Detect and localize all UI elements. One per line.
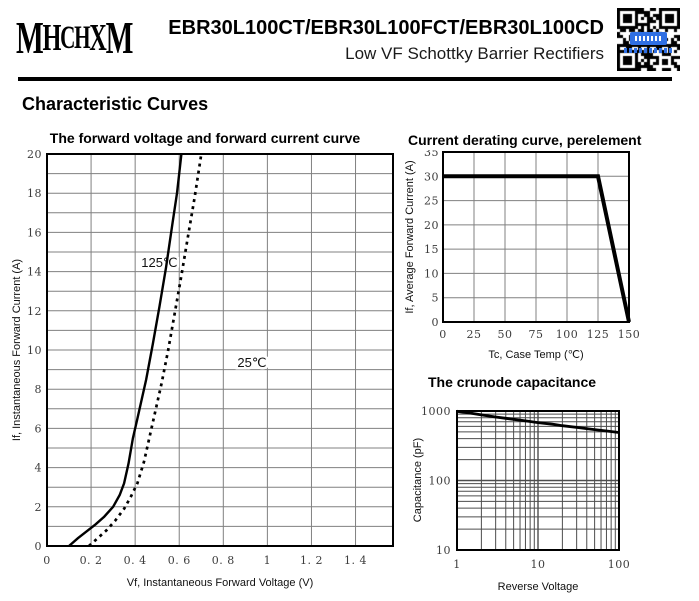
y-tick-label: 4 (35, 462, 43, 475)
y-axis-title: If, Average Forward Current (A) (404, 160, 416, 313)
y-tick-label: 12 (27, 305, 42, 318)
x-tick-label: 0. 6 (168, 554, 191, 567)
curve-label: 125℃ (141, 255, 177, 270)
doc-subtitle: Low VF Schottky Barrier Rectifiers (345, 44, 604, 63)
logo-letter: H (74, 19, 90, 56)
logo-letter: X (89, 17, 107, 59)
x-tick-label: 100 (556, 328, 579, 341)
series-capacitance (456, 409, 620, 434)
y-tick-label: 1000 (421, 405, 451, 418)
y-tick-label: 20 (424, 219, 439, 232)
fv-curve-chart: The forward voltage and forward current … (10, 128, 400, 598)
y-tick-label: 8 (35, 383, 43, 396)
qr-badge-marks (635, 36, 662, 41)
x-tick-label: 125 (587, 328, 610, 341)
y-tick-label: 6 (35, 422, 43, 435)
x-tick-label: 0 (439, 328, 447, 341)
y-tick-label: 16 (27, 226, 42, 239)
derating-plot: 0 25 50 75 100 125 150 0 5 10 15 20 25 30 35 Tc, Case T… (404, 150, 641, 361)
y-tick-label: 10 (436, 544, 451, 557)
x-tick-label: 0. 4 (124, 554, 147, 567)
x-tick-label: 150 (618, 328, 641, 341)
x-axis-title: Reverse Voltage (498, 581, 579, 593)
y-axis-title: If, Instantaneous Forward Current (A) (11, 259, 23, 441)
y-tick-label: 18 (27, 187, 42, 200)
plot-border (456, 410, 620, 551)
x-axis-title: Tc, Case Temp (℃) (488, 349, 583, 361)
logo-letter: C (60, 19, 75, 56)
y-tick-label: 10 (27, 344, 42, 357)
plot-border (46, 153, 394, 547)
qr-center-badge (630, 32, 667, 45)
y-tick-label: 100 (429, 475, 452, 488)
x-tick-label: 0 (43, 554, 51, 567)
y-tick-label: 14 (27, 266, 42, 279)
y-tick-label: 25 (424, 195, 439, 208)
y-tick-label: 35 (424, 150, 439, 159)
logo-letter: M (16, 12, 44, 63)
y-tick-label: 0 (35, 540, 43, 553)
y-tick-label: 10 (424, 267, 439, 280)
logo-letter: H (42, 17, 62, 59)
x-tick-label: 1. 2 (300, 554, 323, 567)
series-25℃ (88, 153, 203, 548)
y-tick-label: 2 (35, 501, 43, 514)
capacitance-chart: The crunode capacitance 1 10 100 10 100 1000 R… (403, 372, 699, 600)
doc-title: EBR30L100CT/EBR30L100FCT/EBR30L100CD (168, 17, 604, 39)
derating-chart: Current derating curve, perelement 0 25 50… (403, 130, 699, 370)
x-tick-label: 10 (531, 558, 546, 571)
x-tick-label: 75 (529, 328, 544, 341)
x-tick-label: 1 (453, 558, 461, 571)
fv-curve-plot: 125℃ 25℃ 0 0. 2 0. 4 0. 6 0. 8 1 1. 2 1. 4 0 2 4 6 8 10… (11, 148, 394, 589)
y-tick-label: 5 (432, 292, 440, 305)
x-tick-label: 0. 2 (80, 554, 103, 567)
y-tick-label: 30 (424, 170, 439, 183)
x-tick-label: 0. 8 (212, 554, 235, 567)
x-tick-label: 1 (264, 554, 272, 567)
y-tick-label: 15 (424, 243, 439, 256)
series-125℃ (68, 153, 183, 547)
y-axis-title: Capacitance (pF) (412, 438, 424, 522)
section-heading: Characteristic Curves (22, 94, 209, 114)
qr-caption-line (624, 48, 674, 53)
capacitance-title: The crunode capacitance (428, 374, 597, 390)
x-axis-title: Vf, Instantaneous Forward Voltage (V) (127, 577, 314, 589)
curve-label: 25℃ (237, 355, 266, 370)
logo-letter: M (105, 12, 134, 63)
fv-curve-title: The forward voltage and forward current … (49, 130, 361, 146)
derating-title: Current derating curve, perelement (408, 132, 642, 148)
plot-border (442, 151, 630, 323)
header-rule (18, 77, 672, 81)
x-tick-label: 50 (498, 328, 513, 341)
qr-code-icon (615, 6, 682, 73)
x-tick-label: 1. 4 (344, 554, 367, 567)
y-tick-label: 0 (432, 316, 440, 329)
x-tick-label: 25 (467, 328, 482, 341)
y-tick-label: 20 (27, 148, 42, 161)
x-tick-label: 100 (608, 558, 631, 571)
series-derating (443, 174, 631, 323)
